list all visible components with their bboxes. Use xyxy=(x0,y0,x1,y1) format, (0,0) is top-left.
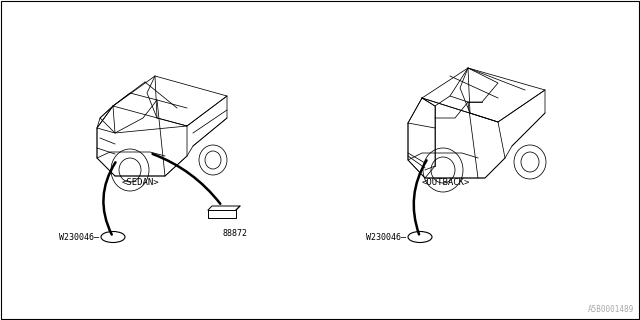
Text: <OUTBACK>: <OUTBACK> xyxy=(422,178,470,187)
Text: W230046—: W230046— xyxy=(366,233,406,242)
Text: A5B0001489: A5B0001489 xyxy=(588,305,634,314)
Text: <SEDAN>: <SEDAN> xyxy=(122,178,159,187)
Text: W230046—: W230046— xyxy=(59,233,99,242)
Text: 88872: 88872 xyxy=(223,229,248,238)
